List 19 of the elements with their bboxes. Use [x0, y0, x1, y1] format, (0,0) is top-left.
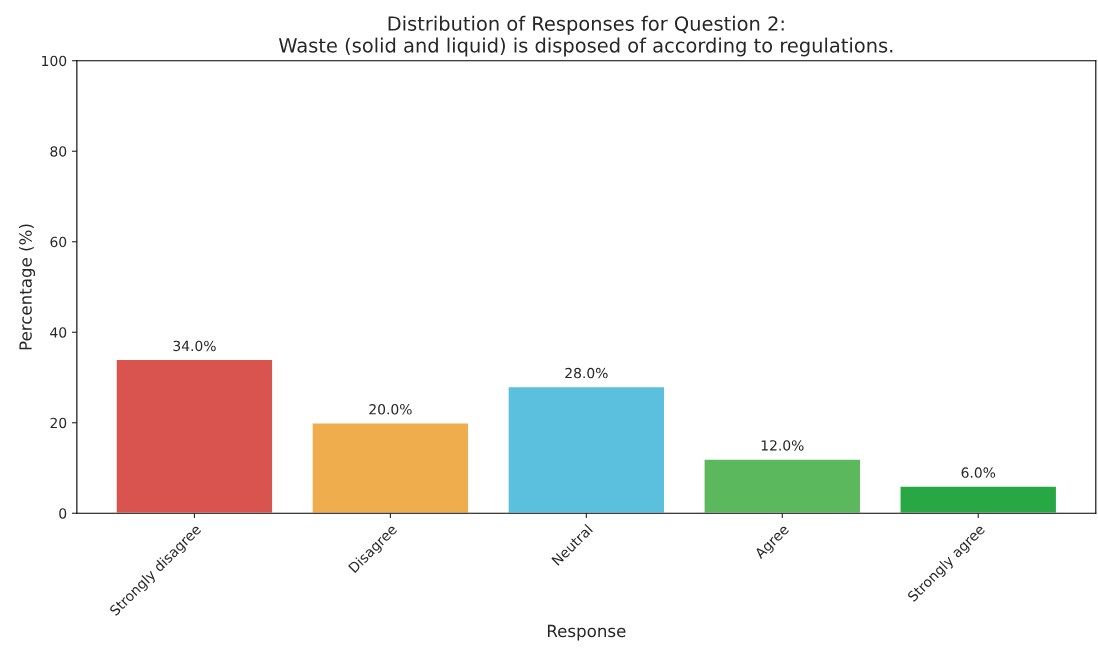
bar	[311, 422, 470, 514]
bar	[899, 485, 1058, 514]
data-label: 6.0%	[961, 467, 996, 478]
y-tick-label: 40	[50, 327, 67, 338]
data-label: 20.0%	[369, 404, 412, 415]
y-tick-label: 100	[42, 55, 67, 67]
y-tick-label: 0	[59, 508, 67, 519]
bar	[703, 458, 862, 514]
y-tick-label: 60	[50, 236, 67, 248]
y-tick-label: 20	[50, 417, 67, 429]
chart-title: Distribution of Responses for Question 2: Waste (solid and liquid) is disposed of according to regulations.	[278, 15, 893, 57]
data-label: 34.0%	[173, 340, 216, 352]
x-axis-title: Response	[547, 624, 626, 641]
bar	[115, 358, 274, 514]
y-axis-title: Percentage (%)	[18, 224, 36, 350]
bar	[507, 385, 666, 514]
data-label: 12.0%	[761, 440, 804, 451]
data-label: 28.0%	[565, 367, 608, 379]
y-tick-label: 80	[50, 146, 67, 157]
